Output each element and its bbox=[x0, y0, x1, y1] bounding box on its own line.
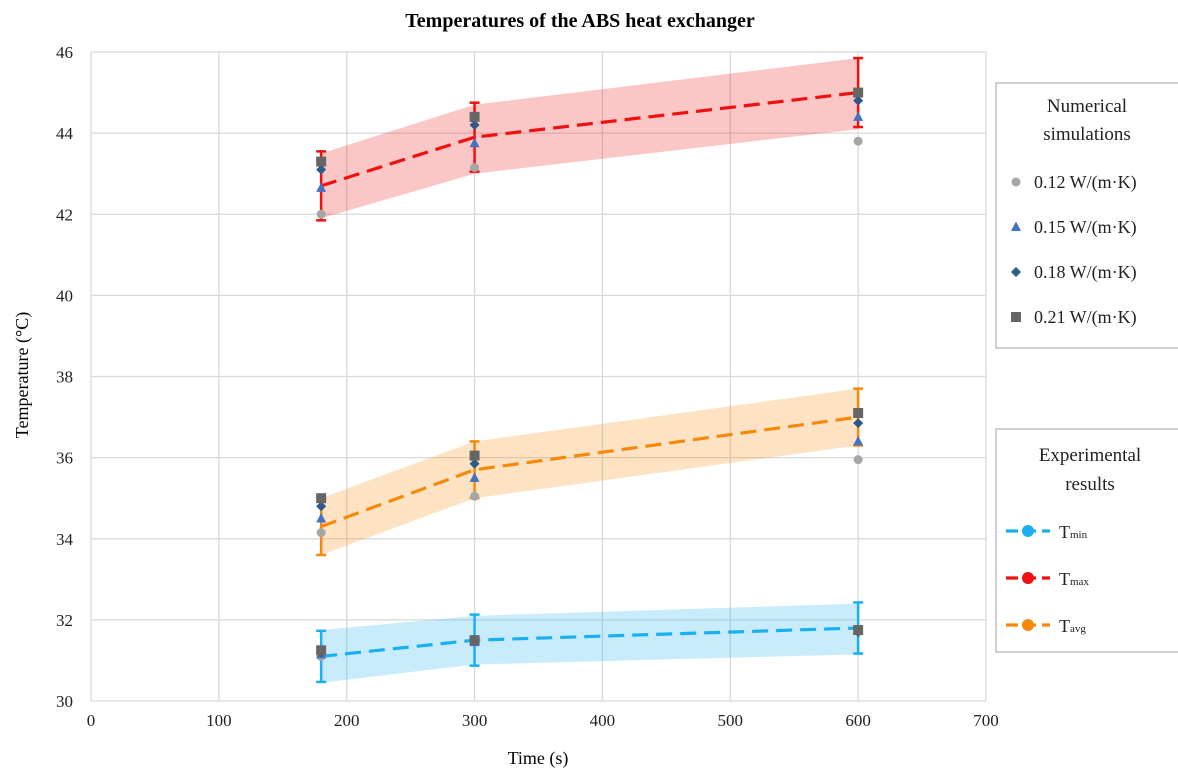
legend-item-label: 0.15 W/(m·K) bbox=[1034, 217, 1137, 238]
point-square bbox=[469, 111, 480, 122]
point-circle bbox=[853, 455, 863, 465]
band-max bbox=[321, 58, 859, 219]
point-triangle bbox=[853, 435, 864, 446]
point-diamond bbox=[853, 95, 864, 106]
point-square bbox=[316, 156, 327, 167]
legend-item-label: 0.18 W/(m·K) bbox=[1034, 262, 1137, 283]
line-max bbox=[320, 90, 859, 188]
band-min bbox=[321, 603, 859, 683]
legend-marker-square bbox=[1011, 312, 1021, 322]
point-square bbox=[853, 625, 864, 636]
y-tick-label: 36 bbox=[56, 449, 73, 468]
y-tick-labels: 30 32 34 36 38 40 42 44 46 bbox=[56, 43, 74, 711]
point-circle bbox=[470, 491, 480, 501]
point-square bbox=[853, 87, 864, 98]
y-tick-label: 34 bbox=[56, 530, 74, 549]
legend-simulations-title-2: simulations bbox=[1043, 124, 1131, 145]
x-tick-label: 200 bbox=[334, 711, 360, 730]
y-tick-label: 46 bbox=[56, 43, 73, 62]
point-square bbox=[469, 635, 480, 646]
point-diamond bbox=[316, 501, 327, 512]
legend-item-label: Tmax bbox=[1059, 569, 1089, 589]
point-diamond bbox=[316, 164, 327, 175]
x-tick-label: 400 bbox=[590, 711, 616, 730]
legend-item-label: 0.12 W/(m·K) bbox=[1034, 172, 1137, 193]
legend-marker-min bbox=[1022, 525, 1034, 537]
x-tick-label: 0 bbox=[87, 711, 96, 730]
point-triangle bbox=[316, 182, 327, 192]
line-avg bbox=[320, 415, 859, 529]
y-tick-label: 38 bbox=[56, 368, 73, 387]
y-tick-label: 42 bbox=[56, 205, 73, 224]
y-tick-label: 44 bbox=[56, 124, 74, 143]
grid-lines bbox=[90, 51, 987, 702]
legend-item-label: Tmin bbox=[1059, 522, 1088, 542]
point-square bbox=[469, 450, 480, 461]
y-tick-label: 30 bbox=[56, 692, 73, 711]
point-circle bbox=[853, 136, 863, 146]
x-axis-label: Time (s) bbox=[508, 748, 569, 769]
y-tick-label: 40 bbox=[56, 286, 73, 305]
x-tick-label: 700 bbox=[973, 711, 999, 730]
point-circle bbox=[316, 528, 326, 538]
point-triangle bbox=[316, 512, 327, 523]
legend-item-label: Tavg bbox=[1059, 616, 1086, 636]
legend-marker-circle bbox=[1011, 177, 1021, 187]
chart-title: Temperatures of the ABS heat exchanger bbox=[405, 10, 755, 32]
point-triangle bbox=[469, 472, 480, 482]
point-triangle bbox=[469, 137, 480, 148]
legend-experimental-title-1: Experimental bbox=[1039, 445, 1141, 466]
point-diamond bbox=[469, 458, 480, 469]
x-tick-labels: 0 100 200 300 400 500 600 700 bbox=[87, 711, 999, 730]
x-tick-label: 600 bbox=[845, 711, 871, 730]
point-square bbox=[853, 408, 864, 419]
legend-marker-avg bbox=[1022, 619, 1034, 631]
x-tick-label: 100 bbox=[206, 711, 232, 730]
point-triangle bbox=[853, 111, 864, 121]
legend-experimental: Experimental results Tmin Tmax Tavg bbox=[995, 428, 1178, 653]
legend-experimental-title-2: results bbox=[1065, 474, 1115, 495]
point-circle bbox=[470, 163, 480, 173]
x-tick-label: 300 bbox=[462, 711, 488, 730]
point-square bbox=[316, 645, 327, 656]
band-avg bbox=[321, 388, 859, 555]
legend-simulations: Numerical simulations 0.12 W/(m·K) 0.15 W… bbox=[995, 82, 1178, 349]
x-tick-label: 500 bbox=[718, 711, 744, 730]
legend-experimental-box bbox=[995, 428, 1178, 653]
point-square bbox=[316, 493, 327, 504]
legend-item-label: 0.21 W/(m·K) bbox=[1034, 307, 1137, 328]
legend-marker-triangle bbox=[1011, 221, 1021, 231]
legend-marker-max bbox=[1022, 572, 1034, 584]
legend-marker-diamond bbox=[1011, 267, 1021, 277]
y-axis-label: Temperature (°C) bbox=[12, 312, 33, 438]
y-tick-label: 32 bbox=[56, 611, 73, 630]
point-circle bbox=[316, 209, 326, 219]
legend-simulations-title-1: Numerical bbox=[1047, 96, 1127, 117]
legend-simulations-box bbox=[995, 82, 1178, 349]
uncertainty-bands bbox=[321, 58, 859, 683]
simulation-points bbox=[316, 87, 864, 661]
point-diamond bbox=[469, 120, 480, 131]
point-diamond bbox=[853, 418, 864, 429]
